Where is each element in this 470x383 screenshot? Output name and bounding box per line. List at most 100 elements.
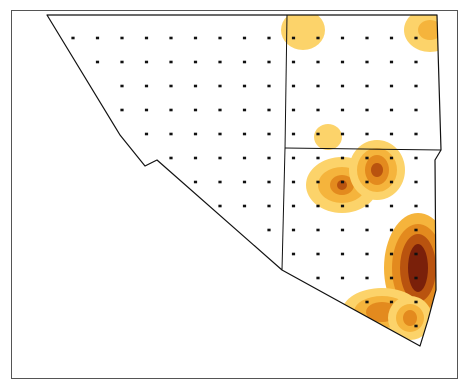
sample-point xyxy=(340,180,345,184)
sample-point xyxy=(193,84,198,88)
sample-point xyxy=(365,156,369,160)
sample-point xyxy=(291,252,296,256)
sample-point xyxy=(169,84,173,88)
sample-point xyxy=(242,204,247,208)
sample-point xyxy=(365,276,369,280)
sample-point xyxy=(267,36,271,40)
sample-point xyxy=(414,228,418,232)
sample-point xyxy=(340,36,345,40)
sample-point xyxy=(120,84,124,88)
sample-point xyxy=(365,228,369,232)
sample-point xyxy=(365,252,369,256)
sample-point xyxy=(389,228,394,232)
sample-point xyxy=(389,156,394,160)
sample-point xyxy=(144,36,149,40)
sample-point xyxy=(365,36,369,40)
sample-point xyxy=(340,108,345,112)
sample-point xyxy=(218,36,222,40)
sample-point xyxy=(365,60,369,64)
sample-point xyxy=(316,276,320,280)
sample-point xyxy=(414,60,418,64)
sample-point xyxy=(316,228,320,232)
sample-point xyxy=(144,60,149,64)
sample-point xyxy=(340,60,345,64)
sample-point xyxy=(144,132,149,136)
sample-point xyxy=(414,276,418,280)
sample-point xyxy=(291,180,296,184)
sample-point xyxy=(193,36,198,40)
sample-point xyxy=(414,36,418,40)
density-contour xyxy=(314,124,342,150)
sample-point xyxy=(389,132,394,136)
sample-point xyxy=(218,60,222,64)
sample-point xyxy=(365,180,369,184)
sample-point xyxy=(389,180,394,184)
sample-point xyxy=(389,60,394,64)
sample-point xyxy=(291,156,296,160)
sample-point xyxy=(316,132,320,136)
sample-point xyxy=(242,156,247,160)
sample-point xyxy=(340,156,345,160)
sample-point xyxy=(95,36,100,40)
sample-point xyxy=(267,228,271,232)
sample-point xyxy=(291,228,296,232)
sample-point xyxy=(291,84,296,88)
field-boundary xyxy=(46,14,442,347)
sample-point xyxy=(365,300,369,304)
sample-point xyxy=(95,60,100,64)
sample-point xyxy=(120,108,124,112)
density-contour xyxy=(337,180,347,190)
sample-point xyxy=(169,132,173,136)
sample-point xyxy=(193,132,198,136)
sample-point xyxy=(267,84,271,88)
density-contour xyxy=(408,244,428,292)
sample-point xyxy=(316,60,320,64)
sample-point xyxy=(193,180,198,184)
sample-point xyxy=(193,60,198,64)
sample-point xyxy=(291,204,296,208)
sample-point xyxy=(414,324,418,328)
sample-point xyxy=(316,156,320,160)
sample-point xyxy=(144,108,149,112)
sample-point xyxy=(414,108,418,112)
sample-point xyxy=(218,132,222,136)
sample-point xyxy=(316,108,320,112)
sample-point xyxy=(365,108,369,112)
sample-point xyxy=(193,108,198,112)
sample-point xyxy=(144,84,149,88)
sample-point xyxy=(267,180,271,184)
sample-point xyxy=(291,132,296,136)
density-contour xyxy=(418,20,441,40)
sample-point xyxy=(365,132,369,136)
zone-divider-vertical-bottom xyxy=(281,147,286,271)
sample-point xyxy=(389,252,394,256)
sample-point xyxy=(316,204,320,208)
sample-point xyxy=(414,132,418,136)
sample-point xyxy=(291,60,296,64)
sample-point xyxy=(267,156,271,160)
sample-point xyxy=(242,60,247,64)
zone-divider-horizontal xyxy=(284,147,442,151)
sample-point xyxy=(218,108,222,112)
sample-point xyxy=(389,276,394,280)
density-hotspots xyxy=(281,15,441,340)
sample-point xyxy=(218,204,222,208)
sample-point xyxy=(414,84,418,88)
sample-point xyxy=(267,132,271,136)
sample-point xyxy=(340,252,345,256)
sample-point xyxy=(340,276,345,280)
sample-point xyxy=(169,60,173,64)
sample-point xyxy=(242,180,247,184)
sample-point xyxy=(193,156,198,160)
sample-point xyxy=(389,300,394,304)
sample-point xyxy=(242,36,247,40)
sample-point xyxy=(218,84,222,88)
density-contour xyxy=(403,310,417,326)
density-contour xyxy=(281,15,325,50)
sample-point xyxy=(169,36,173,40)
sample-point xyxy=(365,84,369,88)
sample-point xyxy=(242,84,247,88)
sample-point xyxy=(316,252,320,256)
density-contour xyxy=(371,163,383,177)
